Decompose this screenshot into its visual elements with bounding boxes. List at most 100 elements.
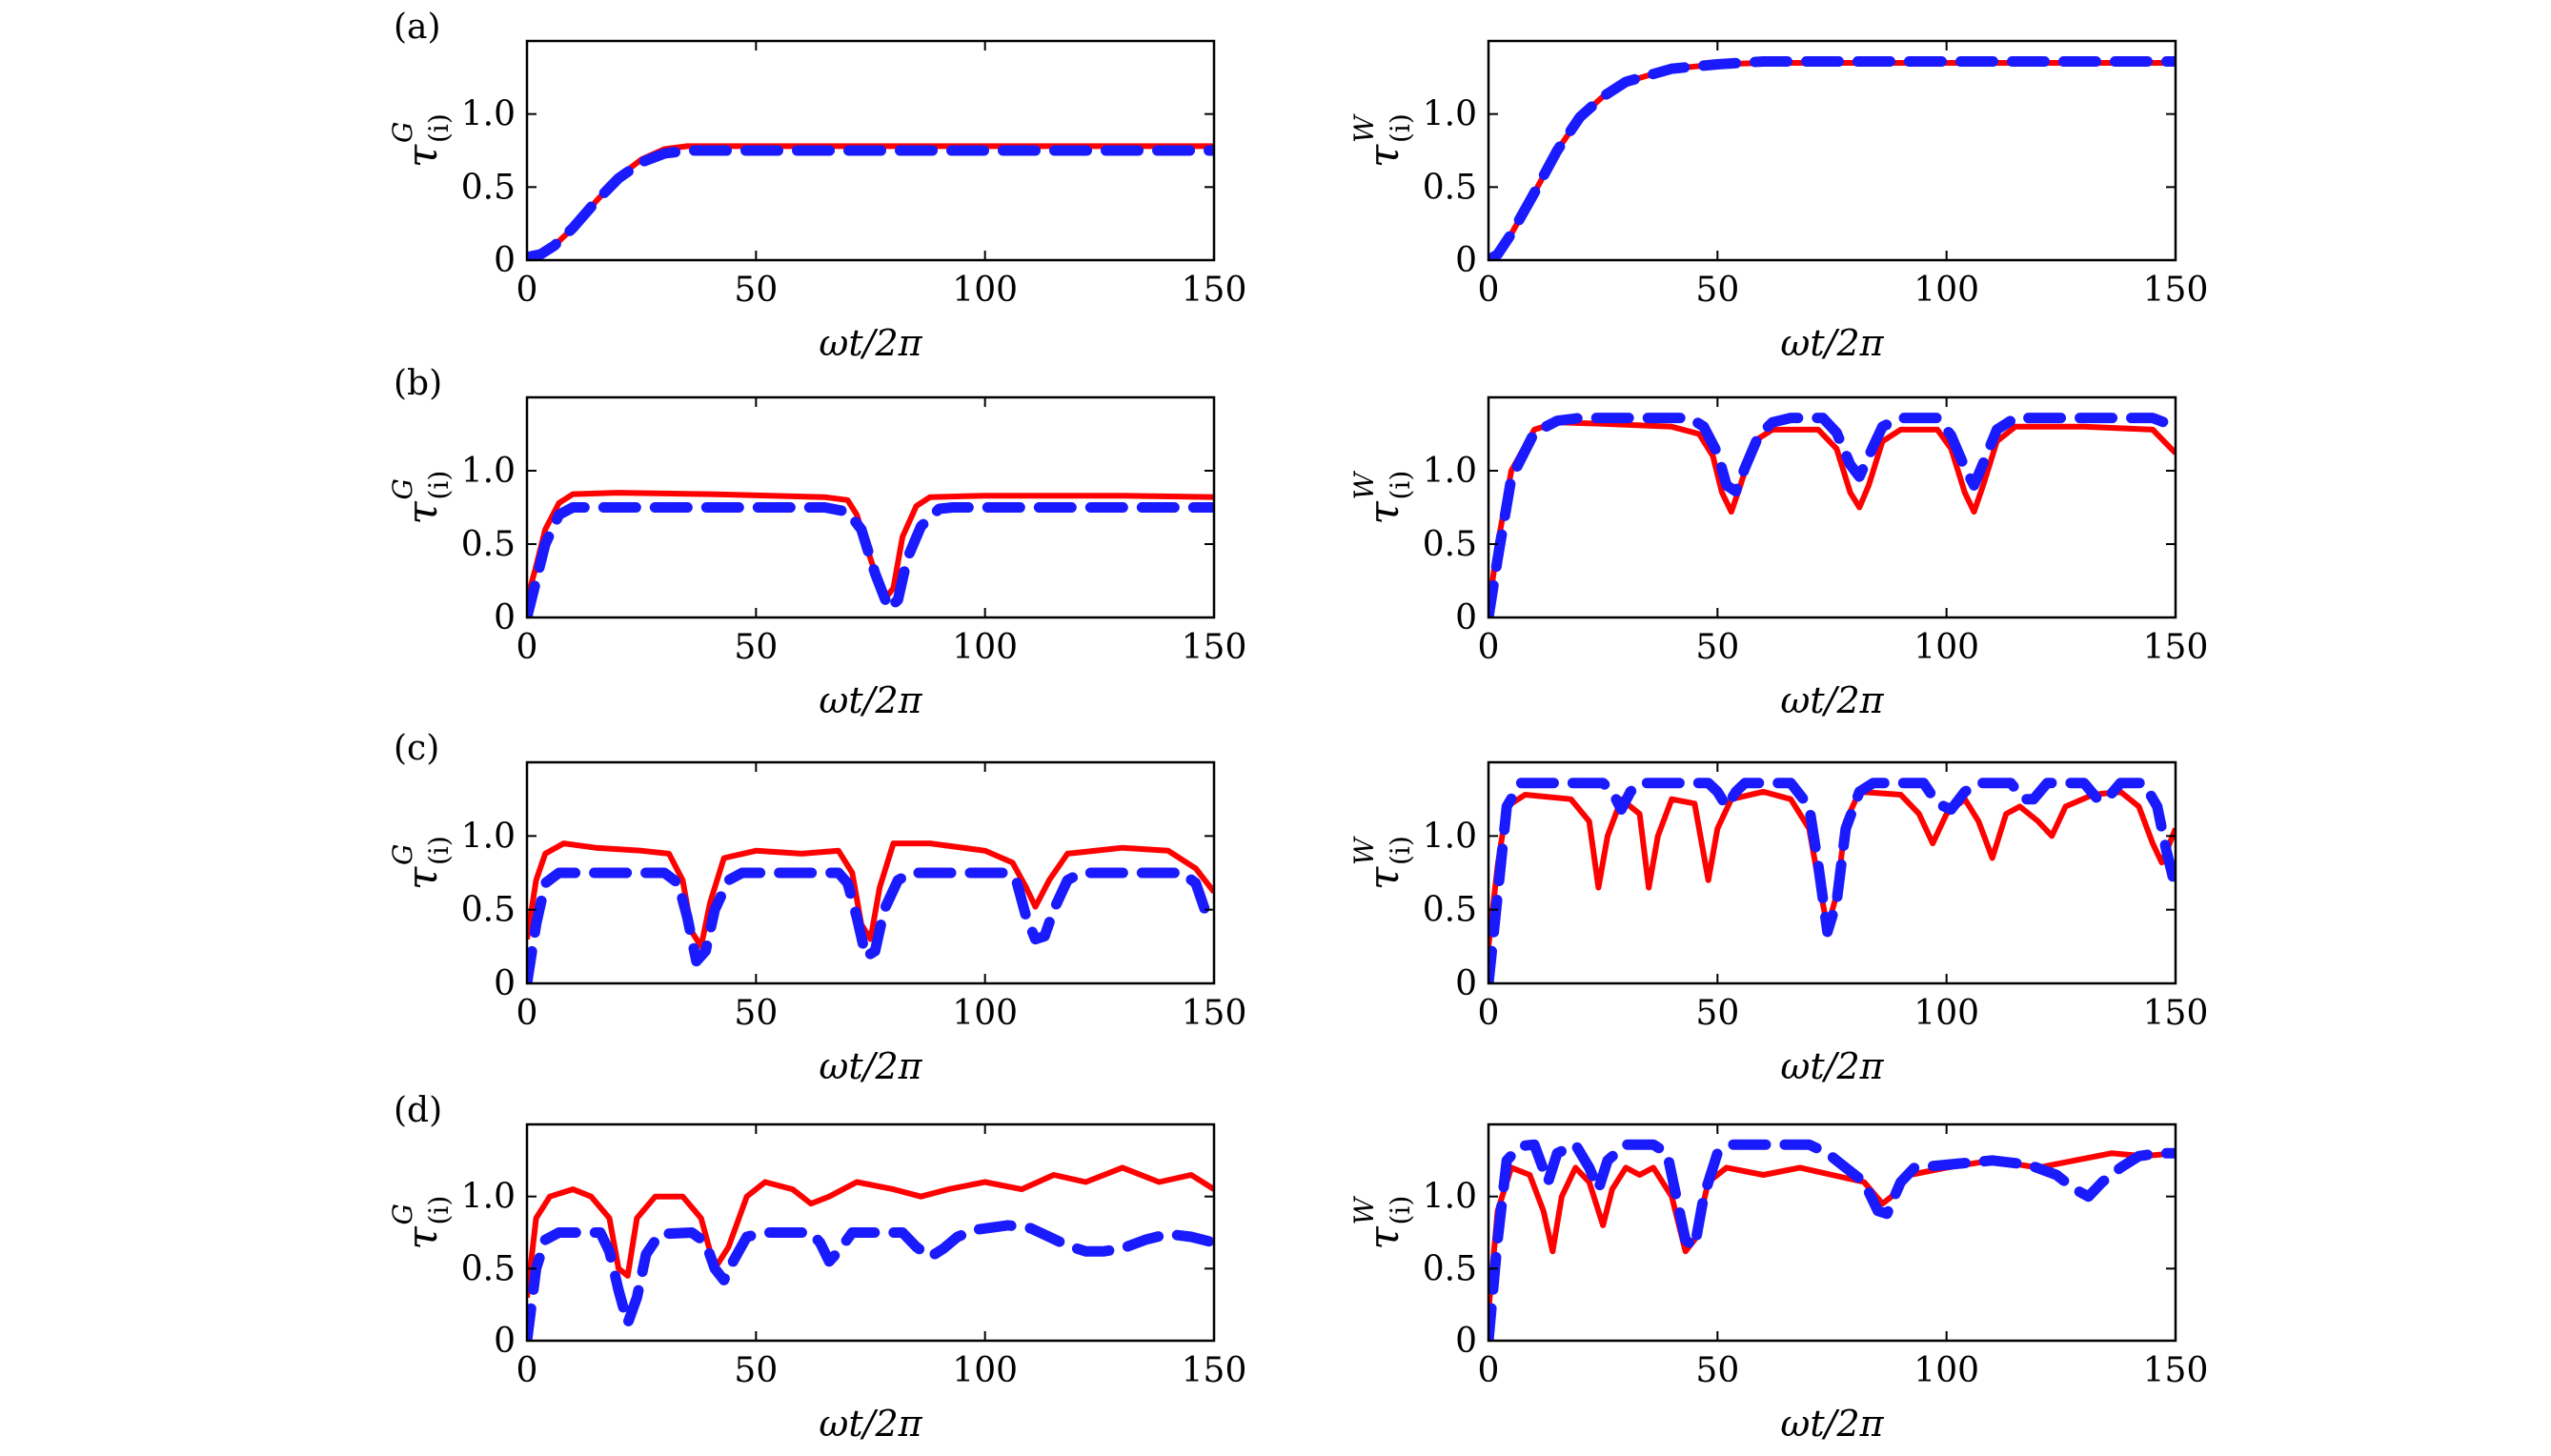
y-tick-label: 0: [494, 1322, 516, 1361]
y-axis-label-sup: G: [387, 478, 418, 499]
y-axis-label-main: τ: [398, 866, 447, 890]
chart-c-right: 0 50 100 150 0 0.5 1.0 ωt/2π τW (i): [1348, 760, 2209, 1087]
x-tick-label: 0: [516, 628, 538, 667]
chart-c-left: 0 50 100 150 0 0.5 1.0 ωt/2π τG (i): [387, 760, 1247, 1087]
y-tick-label: 0.5: [1423, 1249, 1477, 1288]
y-tick-label: 0: [1455, 1322, 1477, 1361]
y-axis-label-sub: (i): [1385, 113, 1416, 143]
y-axis-label-sub: (i): [423, 1196, 455, 1225]
y-axis-label-sup: W: [1348, 1196, 1380, 1225]
plot-frame: [525, 1122, 1216, 1343]
series-red-solid: [1488, 60, 2176, 260]
y-axis-label: τG (i): [387, 836, 455, 890]
x-tick-label: 150: [1182, 994, 1247, 1033]
x-tick-label: 0: [516, 994, 538, 1033]
plot-frame: [525, 760, 1216, 985]
y-tick-label: 0.5: [461, 1249, 516, 1288]
y-axis-label-main: τ: [1360, 1226, 1408, 1250]
x-tick-label: 0: [1478, 1351, 1500, 1390]
chart-d-left: 0 50 100 150 0 0.5 1.0 ωt/2π τG (i): [387, 1122, 1247, 1445]
x-tick-label: 150: [1182, 1351, 1247, 1390]
series-blue-dashed: [1488, 413, 2176, 617]
x-tick-label: 50: [734, 628, 778, 667]
y-axis-label-sup: W: [1348, 113, 1380, 143]
y-axis-label: τW (i): [1348, 836, 1416, 890]
x-axis-label: ωt/2π: [1780, 1045, 1884, 1087]
y-axis-label: τG (i): [387, 113, 455, 168]
plot-frame: [1487, 395, 2177, 619]
x-tick-label: 150: [2143, 628, 2209, 667]
series-blue-dashed: [527, 502, 1214, 617]
y-axis-label-sub: (i): [1385, 471, 1416, 500]
x-tick-label: 150: [1182, 271, 1247, 310]
y-tick-label: 1.0: [1423, 817, 1477, 856]
x-tick-label: 0: [516, 1351, 538, 1390]
y-tick-label: 1.0: [461, 95, 516, 134]
chart-b-right: 0 50 100 150 0 0.5 1.0 ωt/2π τW (i): [1348, 395, 2209, 721]
y-tick-label: 1.0: [461, 452, 516, 491]
plot-frame: [1487, 39, 2177, 262]
x-axis-label: ωt/2π: [1780, 322, 1884, 364]
x-tick-label: 100: [952, 628, 1018, 667]
y-tick-label: 1.0: [1423, 1178, 1477, 1217]
panel-label-b: (b): [394, 364, 442, 403]
y-axis-label-main: τ: [1360, 866, 1408, 890]
x-tick-label: 50: [1695, 628, 1739, 667]
y-axis-label-sub: (i): [1385, 836, 1416, 865]
x-tick-label: 100: [1913, 271, 1979, 310]
x-axis-label: ωt/2π: [819, 322, 922, 364]
y-axis-label: τW (i): [1348, 1196, 1416, 1250]
series-blue-dashed: [1488, 1139, 2176, 1341]
x-tick-label: 100: [1913, 994, 1979, 1033]
series-blue-dashed: [527, 145, 1214, 260]
x-tick-label: 50: [1695, 271, 1739, 310]
x-tick-label: 150: [2143, 1351, 2209, 1390]
series-blue-dashed: [1488, 56, 2176, 260]
plot-frame: [1487, 760, 2177, 985]
plot-frame: [525, 395, 1216, 619]
x-tick-label: 0: [1478, 994, 1500, 1033]
y-tick-label: 0.5: [461, 891, 516, 930]
series-red-solid: [527, 1164, 1214, 1298]
y-tick-label: 0.5: [461, 525, 516, 564]
x-axis-label: ωt/2π: [1780, 1403, 1884, 1445]
chart-a-left: 0 50 100 150 0 0.5 1.0 ωt/2π τG (i): [387, 39, 1247, 364]
x-tick-label: 150: [2143, 994, 2209, 1033]
y-tick-label: 1.0: [461, 817, 516, 856]
y-tick-label: 0: [494, 598, 516, 637]
chart-a-right: 0 50 100 150 0 0.5 1.0 ωt/2π τW (i): [1348, 39, 2208, 364]
x-axis-label: ωt/2π: [819, 1403, 922, 1445]
y-tick-label: 0: [1455, 241, 1477, 280]
y-axis-label-sub: (i): [423, 113, 455, 143]
x-tick-label: 100: [952, 1351, 1018, 1390]
x-tick-label: 50: [734, 1351, 778, 1390]
series-red-solid: [1488, 419, 2176, 611]
y-axis-label-sup: G: [387, 1203, 418, 1224]
x-axis-label: ωt/2π: [1780, 679, 1884, 721]
y-axis-label-main: τ: [398, 144, 447, 168]
y-tick-label: 0.5: [1423, 525, 1477, 564]
series-red-solid: [527, 490, 1214, 603]
panel-label-d: (d): [394, 1091, 442, 1130]
x-tick-label: 0: [516, 271, 538, 310]
x-tick-label: 50: [734, 994, 778, 1033]
y-axis-label-main: τ: [1360, 144, 1408, 168]
x-tick-label: 100: [952, 994, 1018, 1033]
y-tick-label: 0.5: [461, 168, 516, 207]
series-blue-dashed: [527, 867, 1214, 983]
series-blue-dashed: [1488, 778, 2176, 983]
chart-b-left: 0 50 100 150 0 0.5 1.0 ωt/2π τG (i): [387, 395, 1247, 721]
series-red-solid: [527, 840, 1214, 950]
panel-label-c: (c): [394, 729, 439, 768]
panel-label-a: (a): [394, 8, 441, 47]
y-tick-label: 0.5: [1423, 891, 1477, 930]
y-tick-label: 1.0: [461, 1178, 516, 1217]
x-tick-label: 50: [1695, 994, 1739, 1033]
y-axis-label-main: τ: [398, 1226, 447, 1250]
y-axis-label: τG (i): [387, 1196, 455, 1250]
y-tick-label: 0: [494, 964, 516, 1003]
y-tick-label: 0: [494, 241, 516, 280]
y-axis-label-sub: (i): [1385, 1196, 1416, 1225]
x-tick-label: 150: [1182, 628, 1247, 667]
x-tick-label: 0: [1478, 628, 1500, 667]
